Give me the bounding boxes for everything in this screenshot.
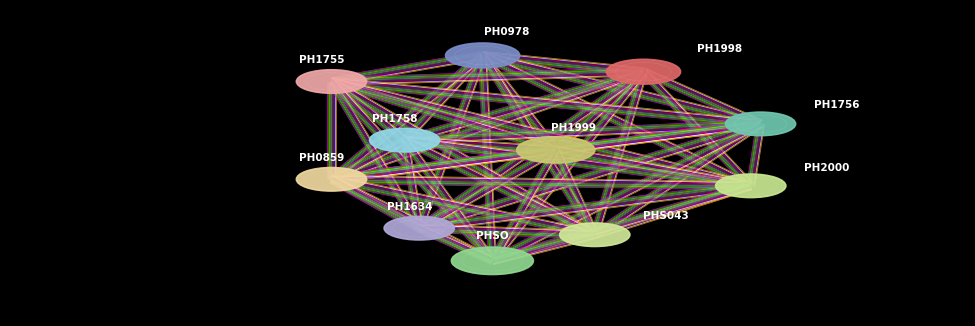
Circle shape bbox=[725, 112, 796, 136]
Text: PHS043: PHS043 bbox=[644, 211, 689, 221]
Circle shape bbox=[451, 247, 533, 274]
Text: PH2000: PH2000 bbox=[804, 163, 850, 173]
Circle shape bbox=[446, 43, 520, 68]
Text: PH1998: PH1998 bbox=[697, 44, 742, 54]
Text: PH0978: PH0978 bbox=[485, 26, 529, 37]
Text: PH1755: PH1755 bbox=[299, 54, 344, 65]
Circle shape bbox=[606, 59, 681, 84]
Text: PHSO: PHSO bbox=[476, 231, 509, 241]
Circle shape bbox=[296, 70, 367, 93]
Circle shape bbox=[370, 128, 440, 152]
Circle shape bbox=[560, 223, 630, 246]
Text: PH1756: PH1756 bbox=[814, 100, 860, 110]
Text: PH1634: PH1634 bbox=[387, 202, 432, 212]
Circle shape bbox=[384, 216, 454, 240]
Circle shape bbox=[716, 174, 786, 198]
Text: PH1999: PH1999 bbox=[551, 123, 596, 133]
Circle shape bbox=[296, 168, 367, 191]
Text: PH0859: PH0859 bbox=[299, 153, 344, 163]
Text: PH1758: PH1758 bbox=[372, 114, 417, 124]
Circle shape bbox=[517, 137, 595, 163]
